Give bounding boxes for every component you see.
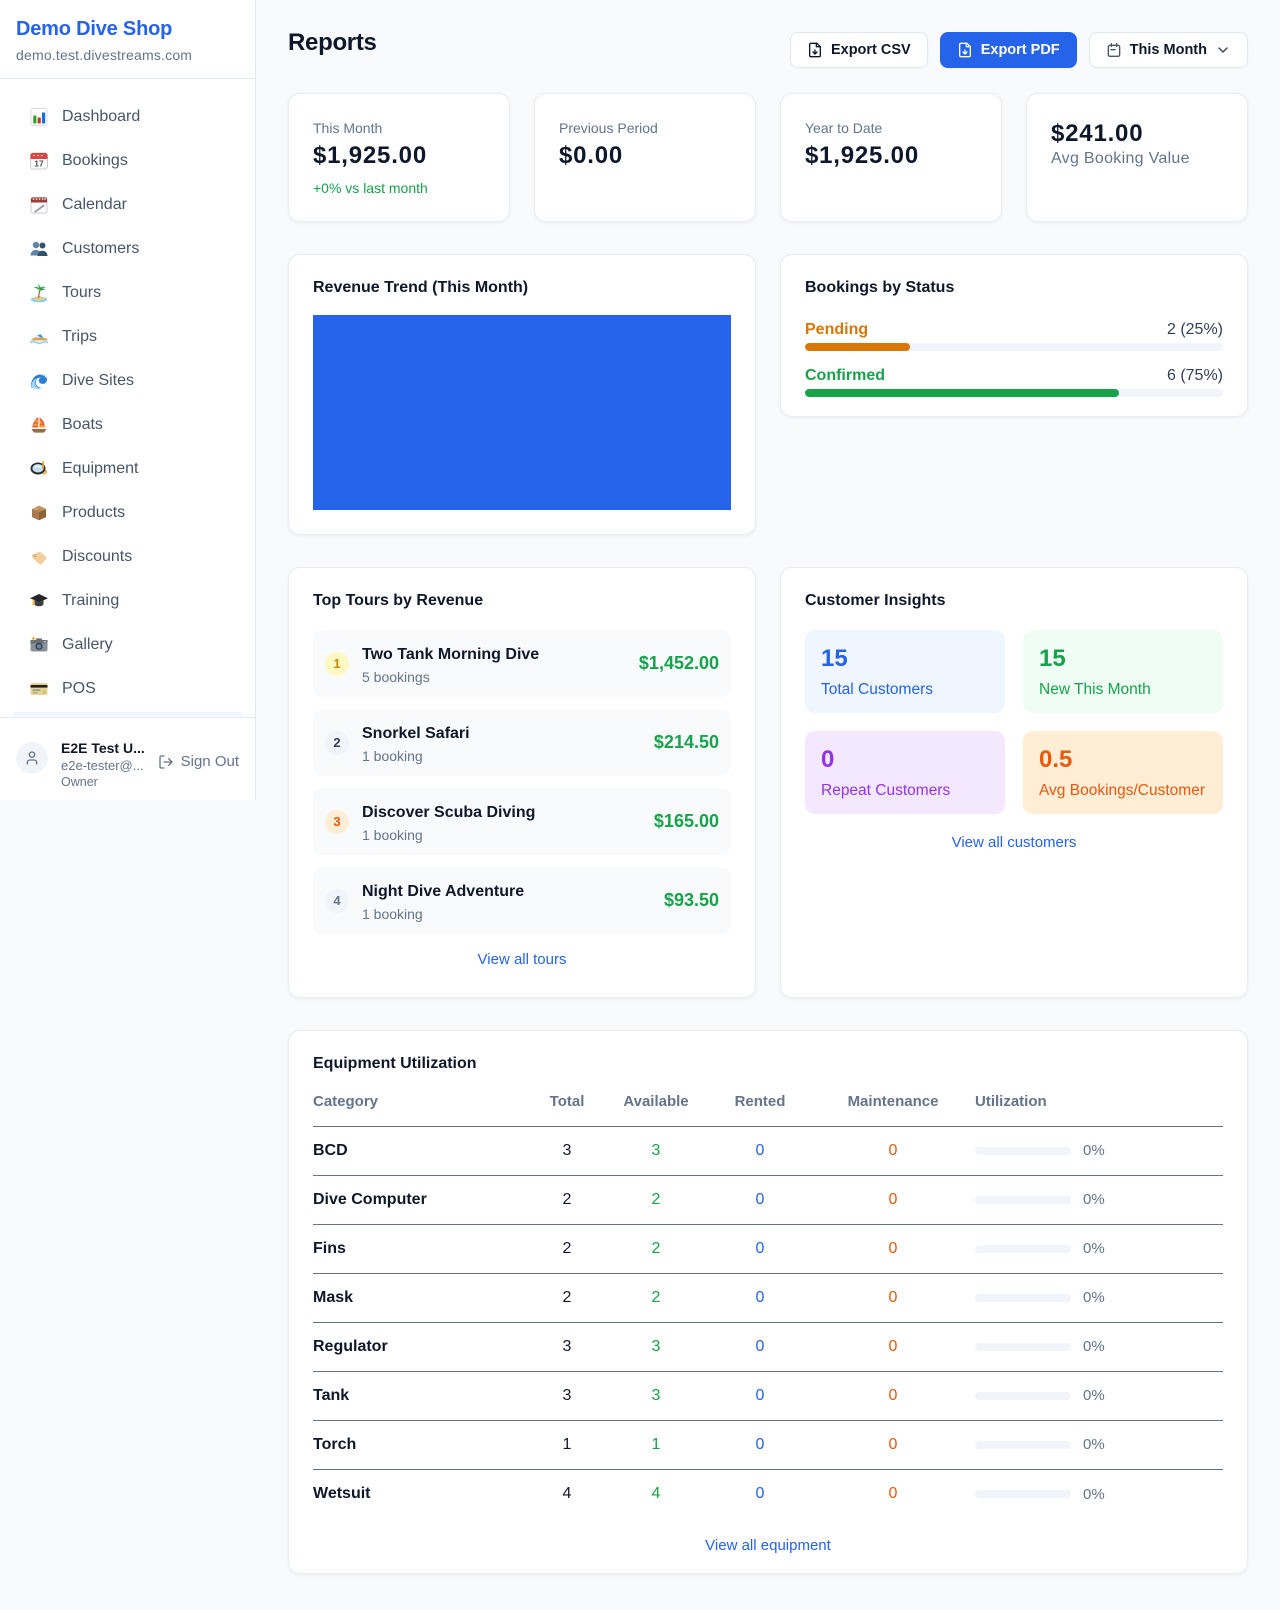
svg-text:17: 17 [34, 159, 44, 169]
